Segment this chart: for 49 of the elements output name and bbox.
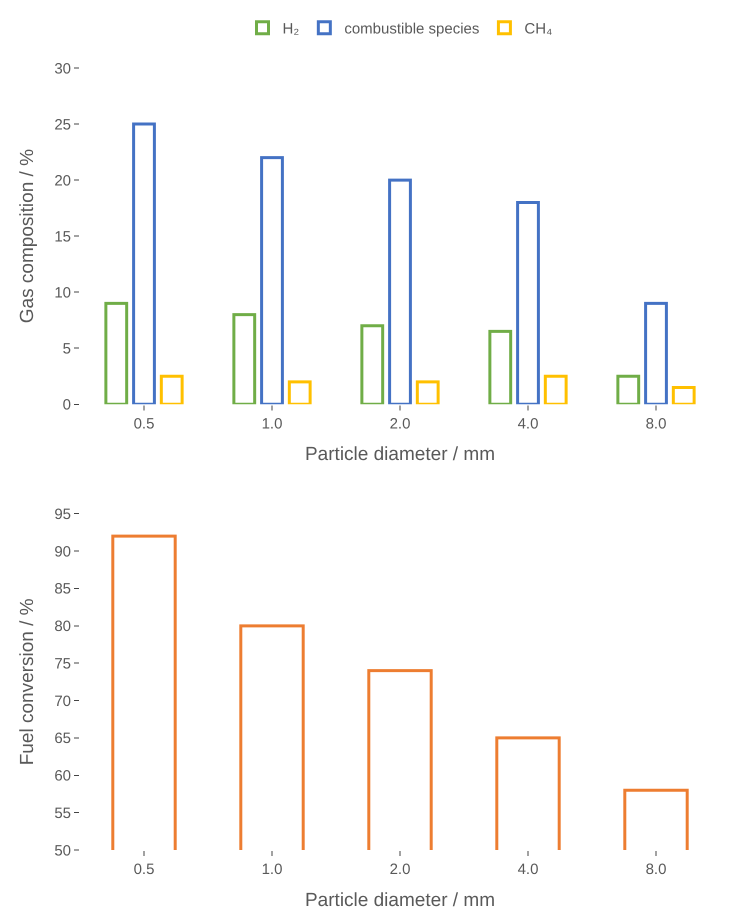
bar [388, 178, 412, 404]
bar [288, 380, 312, 404]
bar [644, 302, 668, 404]
bar [672, 386, 696, 404]
legend-label: combustible species [344, 20, 480, 38]
y-tick-label: 55 [54, 804, 71, 822]
y-tick-label: 30 [54, 60, 71, 78]
legend-label: CH₄ [524, 20, 552, 38]
y-axis-title: Fuel conversion / % [17, 598, 38, 766]
y-tick-label: 20 [54, 172, 71, 190]
x-tick-label: 2.0 [390, 861, 410, 878]
y-tick-label: 75 [54, 655, 71, 672]
bar [360, 324, 384, 404]
bar [232, 313, 256, 404]
x-axis-title: Particle diameter / mm [304, 444, 496, 466]
y-tick-label: 90 [54, 543, 71, 560]
x-axis-title: Particle diameter / mm [304, 890, 496, 911]
bar [160, 374, 184, 404]
x-tick-label: 0.5 [134, 415, 154, 432]
y-tick-label: 95 [54, 506, 71, 523]
x-tick-label: 0.5 [134, 861, 154, 878]
y-tick-label: 60 [54, 768, 71, 785]
bar [132, 122, 156, 404]
x-tick-label: 1.0 [262, 415, 282, 432]
bar [488, 330, 512, 404]
x-tick-label: 8.0 [646, 861, 666, 878]
y-tick-label: 10 [54, 284, 71, 302]
x-tick-label: 1.0 [262, 861, 282, 878]
bar [260, 156, 284, 404]
y-tick-label: 85 [54, 580, 71, 598]
y-tick-label: 5 [62, 340, 71, 358]
bar [616, 374, 640, 404]
x-tick-label: 8.0 [646, 415, 666, 432]
y-tick-label: 70 [54, 692, 71, 710]
bar [104, 302, 128, 404]
y-tick-label: 25 [54, 116, 71, 134]
y-tick-label: 80 [54, 618, 71, 636]
x-tick-label: 4.0 [518, 415, 538, 432]
bar [516, 201, 540, 404]
y-tick-label: 65 [54, 730, 71, 748]
y-tick-label: 15 [54, 228, 71, 246]
y-axis-title: Gas composition / % [17, 148, 38, 324]
y-tick-label: 50 [54, 842, 71, 860]
x-tick-label: 4.0 [518, 861, 538, 878]
y-tick-label: 0 [62, 396, 71, 414]
bar [544, 374, 568, 404]
legend-label: H₂ [282, 20, 300, 38]
bar [416, 380, 440, 404]
x-tick-label: 2.0 [390, 415, 410, 432]
